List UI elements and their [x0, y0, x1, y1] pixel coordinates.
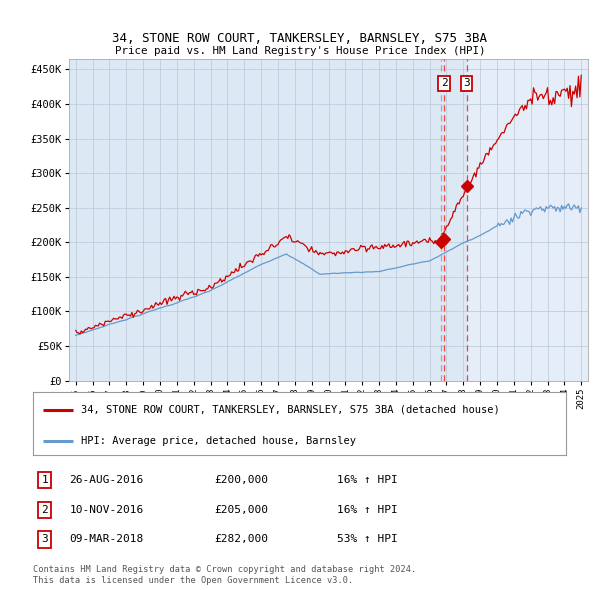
Text: Price paid vs. HM Land Registry's House Price Index (HPI): Price paid vs. HM Land Registry's House … — [115, 46, 485, 55]
Text: 3: 3 — [41, 535, 48, 545]
Bar — [467, 59, 588, 381]
Text: 26-AUG-2016: 26-AUG-2016 — [69, 475, 143, 485]
Text: 53% ↑ HPI: 53% ↑ HPI — [337, 535, 397, 545]
Text: 1: 1 — [41, 475, 48, 485]
Text: £205,000: £205,000 — [214, 505, 268, 514]
Text: 34, STONE ROW COURT, TANKERSLEY, BARNSLEY, S75 3BA (detached house): 34, STONE ROW COURT, TANKERSLEY, BARNSLE… — [81, 405, 500, 415]
Text: 2: 2 — [41, 505, 48, 514]
Text: £282,000: £282,000 — [214, 535, 268, 545]
Text: 10-NOV-2016: 10-NOV-2016 — [69, 505, 143, 514]
Text: HPI: Average price, detached house, Barnsley: HPI: Average price, detached house, Barn… — [81, 437, 356, 447]
Text: This data is licensed under the Open Government Licence v3.0.: This data is licensed under the Open Gov… — [33, 576, 353, 585]
Text: Contains HM Land Registry data © Crown copyright and database right 2024.: Contains HM Land Registry data © Crown c… — [33, 565, 416, 574]
Text: 09-MAR-2018: 09-MAR-2018 — [69, 535, 143, 545]
Text: 3: 3 — [463, 78, 470, 88]
Text: £200,000: £200,000 — [214, 475, 268, 485]
Text: 2: 2 — [441, 78, 448, 88]
Text: 16% ↑ HPI: 16% ↑ HPI — [337, 475, 397, 485]
Text: 16% ↑ HPI: 16% ↑ HPI — [337, 505, 397, 514]
Text: 34, STONE ROW COURT, TANKERSLEY, BARNSLEY, S75 3BA: 34, STONE ROW COURT, TANKERSLEY, BARNSLE… — [113, 32, 487, 45]
